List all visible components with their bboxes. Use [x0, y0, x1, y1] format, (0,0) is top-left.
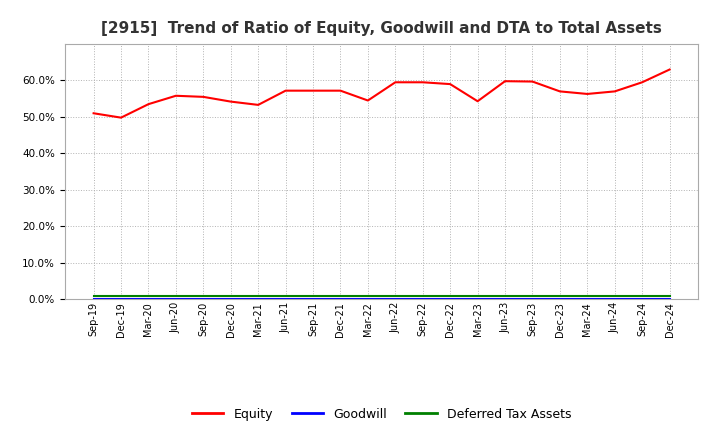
Deferred Tax Assets	[611, 293, 619, 299]
Line: Equity: Equity	[94, 70, 670, 117]
Equity	[446, 81, 454, 87]
Deferred Tax Assets	[638, 293, 647, 299]
Deferred Tax Assets	[144, 293, 153, 299]
Goodwill	[117, 297, 125, 302]
Equity	[89, 110, 98, 116]
Equity	[226, 99, 235, 104]
Goodwill	[528, 297, 537, 302]
Deferred Tax Assets	[500, 293, 509, 299]
Equity	[364, 98, 372, 103]
Equity	[418, 80, 427, 85]
Deferred Tax Assets	[254, 293, 263, 299]
Deferred Tax Assets	[446, 293, 454, 299]
Equity	[665, 67, 674, 72]
Deferred Tax Assets	[282, 293, 290, 299]
Deferred Tax Assets	[665, 293, 674, 299]
Goodwill	[309, 297, 318, 302]
Goodwill	[226, 297, 235, 302]
Deferred Tax Assets	[199, 293, 207, 299]
Equity	[309, 88, 318, 93]
Deferred Tax Assets	[309, 293, 318, 299]
Equity	[611, 89, 619, 94]
Deferred Tax Assets	[336, 293, 345, 299]
Equity	[117, 115, 125, 120]
Equity	[144, 102, 153, 107]
Equity	[336, 88, 345, 93]
Deferred Tax Assets	[364, 293, 372, 299]
Goodwill	[583, 297, 592, 302]
Goodwill	[556, 297, 564, 302]
Equity	[282, 88, 290, 93]
Goodwill	[638, 297, 647, 302]
Equity	[254, 102, 263, 107]
Goodwill	[282, 297, 290, 302]
Equity	[528, 79, 537, 84]
Deferred Tax Assets	[556, 293, 564, 299]
Equity	[500, 79, 509, 84]
Goodwill	[254, 297, 263, 302]
Deferred Tax Assets	[117, 293, 125, 299]
Equity	[556, 89, 564, 94]
Goodwill	[611, 297, 619, 302]
Legend: Equity, Goodwill, Deferred Tax Assets: Equity, Goodwill, Deferred Tax Assets	[187, 403, 576, 425]
Goodwill	[418, 297, 427, 302]
Goodwill	[446, 297, 454, 302]
Deferred Tax Assets	[473, 293, 482, 299]
Title: [2915]  Trend of Ratio of Equity, Goodwill and DTA to Total Assets: [2915] Trend of Ratio of Equity, Goodwil…	[102, 21, 662, 36]
Goodwill	[171, 297, 180, 302]
Goodwill	[391, 297, 400, 302]
Goodwill	[336, 297, 345, 302]
Goodwill	[199, 297, 207, 302]
Equity	[391, 80, 400, 85]
Equity	[171, 93, 180, 99]
Deferred Tax Assets	[418, 293, 427, 299]
Goodwill	[364, 297, 372, 302]
Equity	[583, 92, 592, 97]
Goodwill	[500, 297, 509, 302]
Goodwill	[89, 297, 98, 302]
Equity	[199, 94, 207, 99]
Equity	[638, 80, 647, 85]
Goodwill	[473, 297, 482, 302]
Deferred Tax Assets	[583, 293, 592, 299]
Deferred Tax Assets	[89, 293, 98, 299]
Deferred Tax Assets	[528, 293, 537, 299]
Goodwill	[144, 297, 153, 302]
Goodwill	[665, 297, 674, 302]
Deferred Tax Assets	[226, 293, 235, 299]
Deferred Tax Assets	[391, 293, 400, 299]
Equity	[473, 99, 482, 104]
Deferred Tax Assets	[171, 293, 180, 299]
